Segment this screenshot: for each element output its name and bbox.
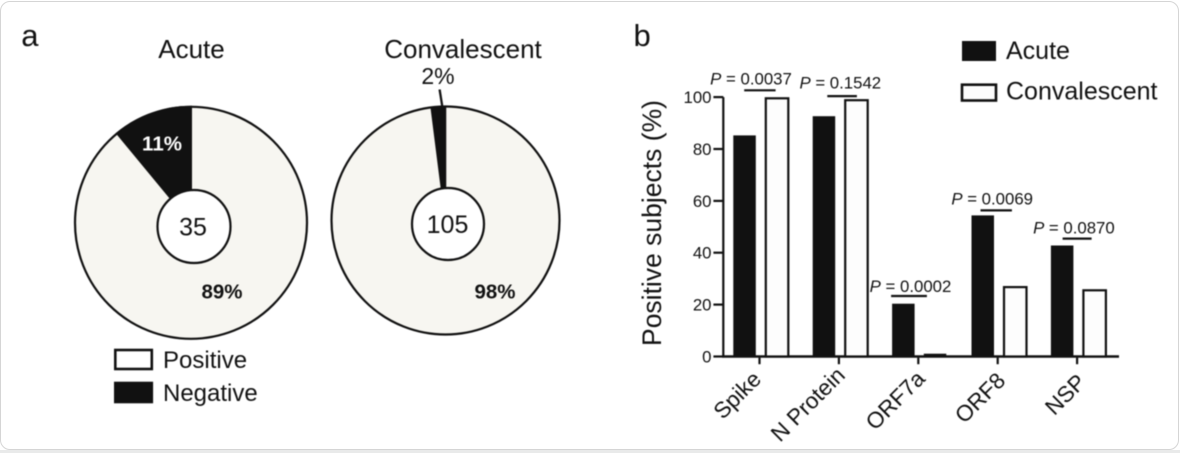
svg-text:35: 35: [179, 214, 207, 242]
svg-text:Spike: Spike: [709, 366, 766, 423]
svg-text:NSP: NSP: [1040, 369, 1090, 419]
svg-text:105: 105: [427, 211, 469, 239]
svg-text:60: 60: [693, 192, 712, 211]
svg-text:ORF7a: ORF7a: [861, 366, 930, 435]
svg-text:P = 0.1542: P = 0.1542: [799, 74, 881, 93]
svg-text:0: 0: [702, 348, 711, 367]
svg-text:ORF8: ORF8: [950, 368, 1010, 428]
svg-text:P = 0.0002: P = 0.0002: [870, 277, 952, 296]
svg-text:Acute: Acute: [158, 34, 225, 64]
svg-text:11%: 11%: [142, 133, 182, 156]
svg-text:40: 40: [693, 244, 712, 263]
svg-text:Positive: Positive: [163, 347, 247, 374]
svg-text:P = 0.0037: P = 0.0037: [710, 69, 792, 88]
svg-text:P = 0.0069: P = 0.0069: [951, 189, 1033, 208]
svg-text:98%: 98%: [474, 281, 515, 304]
svg-text:N Protein: N Protein: [766, 362, 850, 446]
svg-text:Acute: Acute: [1006, 37, 1070, 65]
svg-text:Positive subjects (%): Positive subjects (%): [637, 100, 667, 346]
svg-text:b: b: [634, 18, 651, 53]
svg-text:100: 100: [684, 88, 712, 107]
svg-text:a: a: [21, 18, 39, 53]
svg-text:2%: 2%: [421, 63, 454, 89]
svg-text:Convalescent: Convalescent: [384, 34, 542, 64]
svg-text:89%: 89%: [201, 281, 242, 304]
svg-text:P = 0.0870: P = 0.0870: [1033, 218, 1115, 237]
svg-text:Convalescent: Convalescent: [1006, 77, 1158, 105]
svg-text:Negative: Negative: [163, 380, 258, 407]
svg-text:80: 80: [693, 140, 712, 159]
svg-text:20: 20: [693, 296, 712, 315]
